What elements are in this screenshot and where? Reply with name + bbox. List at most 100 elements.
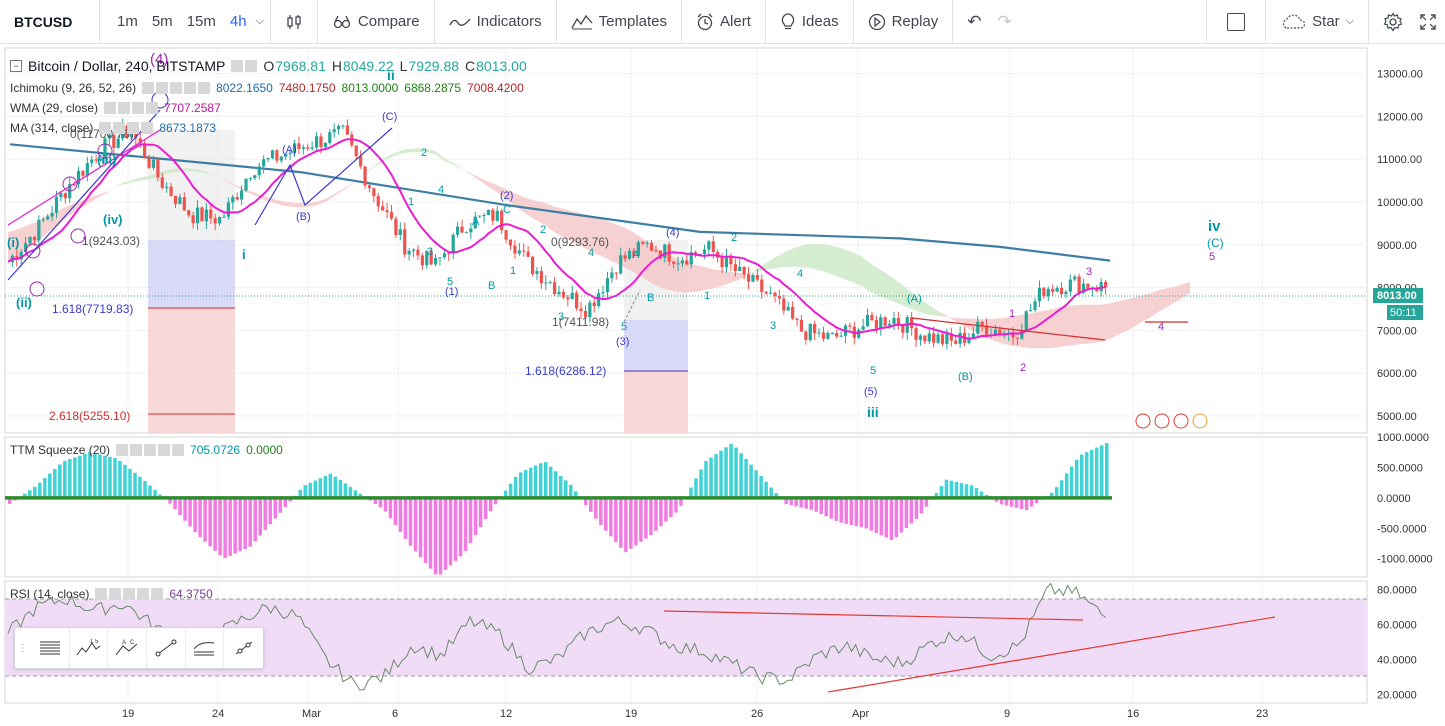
legend-actions[interactable] [142, 82, 211, 94]
cloud-segment [554, 206, 565, 238]
candle-body [134, 133, 138, 139]
candle-body [958, 332, 962, 344]
collapse-icon[interactable]: − [10, 60, 22, 72]
star-button[interactable]: Star ⌵ [1272, 0, 1362, 44]
ttm-bar [258, 497, 262, 536]
candle-body [411, 249, 416, 251]
settings-button[interactable] [1375, 0, 1411, 44]
chevron-down-icon[interactable]: ⌵ [255, 15, 264, 27]
candle-body [116, 138, 120, 148]
ttm-bar [814, 497, 818, 512]
candle-body [394, 218, 398, 236]
candle-body [839, 335, 843, 337]
channel-tool[interactable] [186, 628, 225, 668]
fullscreen-square-icon[interactable] [1227, 12, 1246, 31]
candle-body [636, 242, 640, 256]
cloud-segment [901, 284, 912, 310]
symbol-search[interactable]: BTCUSD [0, 0, 100, 44]
cloud-segment [395, 149, 406, 156]
ttm-bar [213, 497, 217, 551]
trendline-tool[interactable] [147, 628, 186, 668]
candle-body [504, 230, 508, 240]
chart-type-button[interactable] [277, 0, 311, 44]
ttm-bar [714, 454, 718, 498]
legend-actions[interactable] [116, 444, 185, 456]
timeframe-15m[interactable]: 15m [186, 13, 216, 30]
ttm-bar [193, 497, 197, 533]
replay-button[interactable]: Replay [860, 0, 947, 44]
replay-label: Replay [891, 13, 939, 30]
wave-labels: (4) ii iii iv (C) 5 (i) (ii) (iii) (iv) … [7, 51, 1224, 420]
legend-actions[interactable] [95, 588, 164, 600]
ttm-bar [238, 497, 242, 552]
fib-levels-tool[interactable] [31, 628, 70, 668]
candle-body [548, 282, 552, 284]
undo-button[interactable]: ↶ [959, 0, 989, 44]
price-tick-label: 5000.00 [1377, 411, 1417, 423]
chart-area[interactable]: (4) ii iii iv (C) 5 (i) (ii) (iii) (iv) … [0, 45, 1445, 726]
grip-icon[interactable]: ⋮ [17, 642, 28, 654]
ttm-bar [28, 490, 32, 498]
candle-body [1011, 332, 1015, 338]
ttm-bar [268, 497, 272, 525]
ttm-bar [343, 483, 348, 498]
candle-body [729, 255, 733, 265]
candle-body [160, 177, 164, 188]
ttm-bar [153, 490, 157, 498]
ttm-bar [1094, 447, 1099, 498]
cloud-segment [1031, 311, 1042, 349]
indicators-button[interactable]: Indicators [441, 0, 550, 44]
cloud-segment [822, 244, 833, 275]
ttm-bar [659, 497, 663, 527]
ttm-bar [393, 497, 398, 526]
timeframe-5m[interactable]: 5m [151, 13, 173, 30]
channel-icon [194, 642, 215, 656]
redo-button[interactable]: ↷ [990, 0, 1020, 44]
svg-text:1: 1 [90, 639, 94, 645]
ttm-bar [809, 497, 813, 510]
svg-text:C: C [130, 640, 135, 646]
price-chart[interactable]: (4) ii iii iv (C) 5 (i) (ii) (iii) (iv) … [0, 45, 1445, 726]
templates-button[interactable]: Templates [563, 0, 675, 44]
cloud-segment [862, 256, 873, 294]
main-title: Bitcoin / Dollar, 240, BITSTAMP [28, 58, 226, 74]
candle-body [169, 186, 173, 196]
expand-button[interactable] [1411, 0, 1445, 44]
ttm-bar [884, 497, 889, 538]
ttm-bar [749, 464, 753, 498]
cloud-segment [772, 253, 783, 269]
ideas-button[interactable]: Ideas [772, 0, 847, 44]
candle-body [222, 216, 226, 218]
ray-tool[interactable] [224, 628, 263, 668]
ttm-bar [624, 497, 628, 553]
ttm-bar [338, 480, 343, 498]
cloud-segment [613, 223, 624, 267]
ttm-bar [188, 497, 192, 527]
ttm-bar [904, 497, 909, 529]
compare-button[interactable]: Compare [324, 0, 428, 44]
timeframe-4h[interactable]: 4h [229, 13, 247, 30]
candle-body [367, 185, 372, 189]
candle-body [707, 241, 711, 250]
templates-label: Templates [598, 13, 668, 30]
ttm-bar [108, 456, 112, 498]
timeframe-1m[interactable]: 1m [117, 13, 138, 30]
legend-actions[interactable] [104, 102, 159, 114]
candle-body [720, 257, 724, 268]
candle-body [433, 257, 438, 265]
candle-body [760, 279, 764, 292]
legend-actions[interactable] [231, 60, 258, 72]
ttm-bar [103, 455, 107, 498]
legend-actions[interactable] [99, 122, 154, 134]
ttm-bar [764, 481, 768, 498]
cloud-segment [97, 191, 108, 198]
candle-body [407, 250, 411, 255]
ttm-bar [974, 488, 979, 498]
candle-body [213, 218, 217, 224]
ttm-bar [33, 486, 37, 498]
ttm-bar [248, 497, 252, 547]
alert-button[interactable]: Alert [688, 0, 759, 44]
high-value: 8049.22 [343, 58, 394, 74]
